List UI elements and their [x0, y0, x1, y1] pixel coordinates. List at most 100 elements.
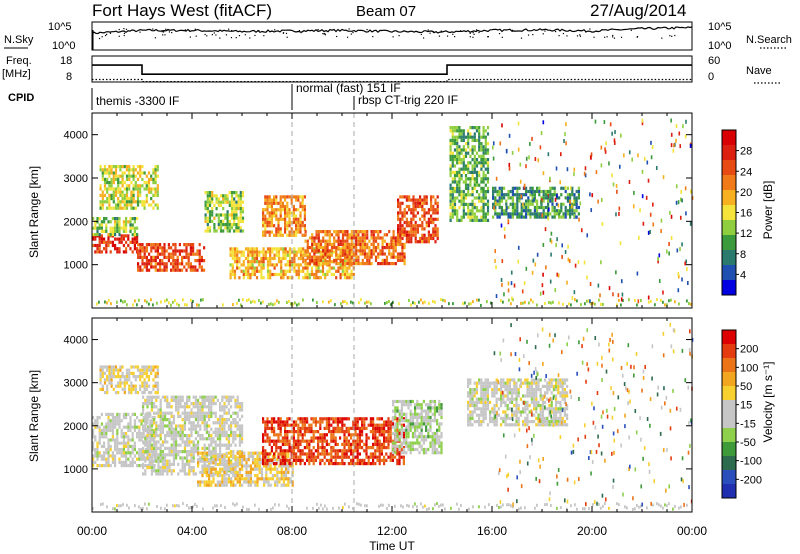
range-cell: [107, 233, 110, 237]
range-cell: [467, 142, 470, 146]
range-cell: [131, 451, 134, 455]
range-cell: [221, 408, 224, 412]
range-cell: [241, 405, 244, 409]
range-cell: [301, 452, 304, 456]
range-cell: [475, 209, 479, 213]
range-cell: [150, 446, 153, 450]
range-cell: [286, 436, 289, 440]
range-cell: [475, 196, 479, 200]
range-cell: [284, 458, 287, 462]
range-cell: [254, 483, 257, 487]
range-cell: [155, 450, 158, 454]
range-cell: [129, 247, 132, 251]
range-cell: [451, 212, 454, 216]
range-cell: [335, 250, 338, 254]
range-cell: [508, 162, 511, 167]
range-cell: [166, 411, 169, 415]
range-cell: [372, 252, 375, 256]
range-cell: [170, 443, 173, 447]
range-cell: [164, 453, 167, 457]
range-cell: [344, 230, 347, 234]
range-cell: [156, 193, 159, 197]
range-cell: [201, 459, 204, 463]
range-cell: [236, 434, 239, 438]
range-cell: [267, 480, 270, 484]
range-cell: [399, 230, 402, 234]
range-cell: [170, 446, 173, 450]
range-cell: [556, 272, 559, 277]
range-cell: [239, 197, 242, 201]
range-cell: [100, 223, 103, 227]
range-cell: [255, 266, 259, 270]
range-cell: [123, 375, 126, 379]
range-cell: [150, 402, 153, 406]
range-cell: [175, 398, 178, 402]
range-cell: [114, 247, 117, 251]
range-cell: [172, 437, 175, 441]
range-cell: [302, 276, 305, 280]
range-cell: [374, 258, 378, 262]
range-cell: [174, 249, 177, 253]
range-cell: [297, 442, 300, 446]
range-cell: [226, 216, 229, 220]
range-cell: [100, 457, 103, 461]
range-cell: [129, 217, 132, 221]
range-cell: [192, 440, 195, 444]
range-cell: [165, 255, 168, 259]
nsearch-point: [346, 36, 349, 38]
range-cell: [214, 440, 217, 444]
range-cell: [498, 186, 501, 190]
range-cell: [319, 269, 322, 273]
range-cell: [469, 218, 472, 222]
range-cell: [167, 255, 170, 259]
range-cell: [103, 171, 107, 175]
range-cell: [620, 279, 623, 284]
range-cell: [222, 303, 224, 307]
range-cell: [366, 230, 369, 234]
range-cell: [101, 387, 104, 391]
range-cell: [183, 402, 186, 406]
range-cell: [480, 186, 483, 190]
range-cell: [188, 443, 191, 447]
range-cell: [286, 430, 289, 434]
range-cell: [103, 229, 106, 233]
range-cell: [424, 300, 426, 304]
range-cell: [573, 209, 576, 213]
range-cell: [203, 395, 206, 399]
range-cell: [219, 418, 222, 422]
range-cell: [96, 217, 99, 221]
range-cell: [150, 177, 153, 181]
range-cell: [394, 255, 397, 259]
range-cell: [408, 198, 411, 202]
range-cell: [675, 184, 678, 189]
range-cell: [144, 412, 147, 416]
range-cell: [405, 240, 408, 244]
range-cell: [569, 205, 572, 210]
range-cell: [265, 467, 268, 471]
range-cell: [434, 240, 437, 244]
range-cell: [233, 216, 236, 220]
range-cell: [127, 435, 130, 439]
nsearch-point: [604, 36, 606, 38]
range-cell: [361, 262, 364, 266]
range-cell: [286, 417, 289, 421]
range-cell: [247, 454, 250, 458]
range-cell: [480, 142, 483, 146]
range-cell: [285, 477, 288, 481]
range-cell: [451, 126, 454, 130]
range-cell: [482, 129, 485, 133]
range-cell: [139, 190, 142, 194]
range-cell: [586, 275, 588, 280]
range-cell: [529, 202, 532, 206]
range-cell: [436, 230, 439, 234]
range-cell: [460, 129, 463, 133]
range-cell: [239, 191, 242, 195]
range-cell: [618, 211, 620, 216]
range-cell: [125, 460, 128, 464]
range-cell: [239, 216, 242, 220]
range-cell: [258, 454, 261, 458]
range-cell: [566, 196, 569, 200]
range-cell: [238, 405, 241, 409]
range-cell: [227, 451, 230, 455]
range-cell: [348, 236, 351, 240]
